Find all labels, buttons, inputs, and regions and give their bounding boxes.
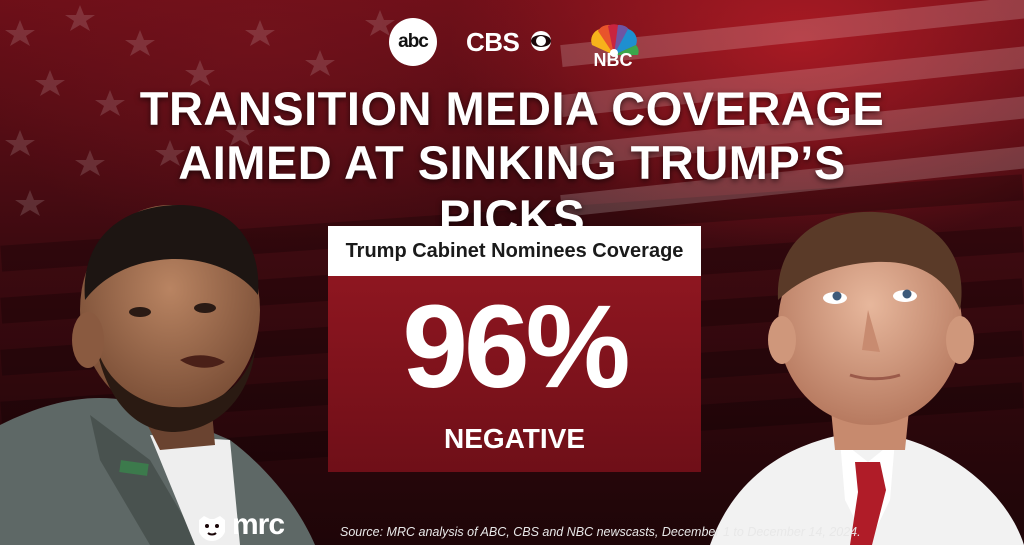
stat-label: Trump Cabinet Nominees Coverage xyxy=(328,226,701,276)
stat-value: 96% xyxy=(402,281,630,413)
nbc-logo: NBC xyxy=(593,50,633,70)
mrc-logo-text: mrc xyxy=(232,508,285,541)
network-logos: abc CBS NBC xyxy=(0,14,1024,74)
headline-line-1: TRANSITION MEDIA COVERAGE xyxy=(139,82,885,135)
cbs-logo: CBS xyxy=(466,27,520,57)
flag-stars xyxy=(5,5,395,216)
photo-left-man-speaking xyxy=(0,205,315,545)
source-note: Source: MRC analysis of ABC, CBS and NBC… xyxy=(340,525,861,539)
headline: TRANSITION MEDIA COVERAGE AIMED AT SINKI… xyxy=(100,82,924,244)
stat-body: 96% NEGATIVE xyxy=(328,276,701,472)
mrc-logo: mrc xyxy=(196,508,328,542)
abc-logo: abc xyxy=(389,18,437,66)
stat-box: Trump Cabinet Nominees Coverage 96% NEGA… xyxy=(328,226,701,472)
cbs-eye-icon xyxy=(531,31,551,51)
stat-sublabel: NEGATIVE xyxy=(443,423,586,454)
nbc-peacock-icon xyxy=(591,24,639,57)
mrc-bulldog-icon xyxy=(199,516,225,541)
photo-right-man-looking-up xyxy=(710,211,1024,545)
